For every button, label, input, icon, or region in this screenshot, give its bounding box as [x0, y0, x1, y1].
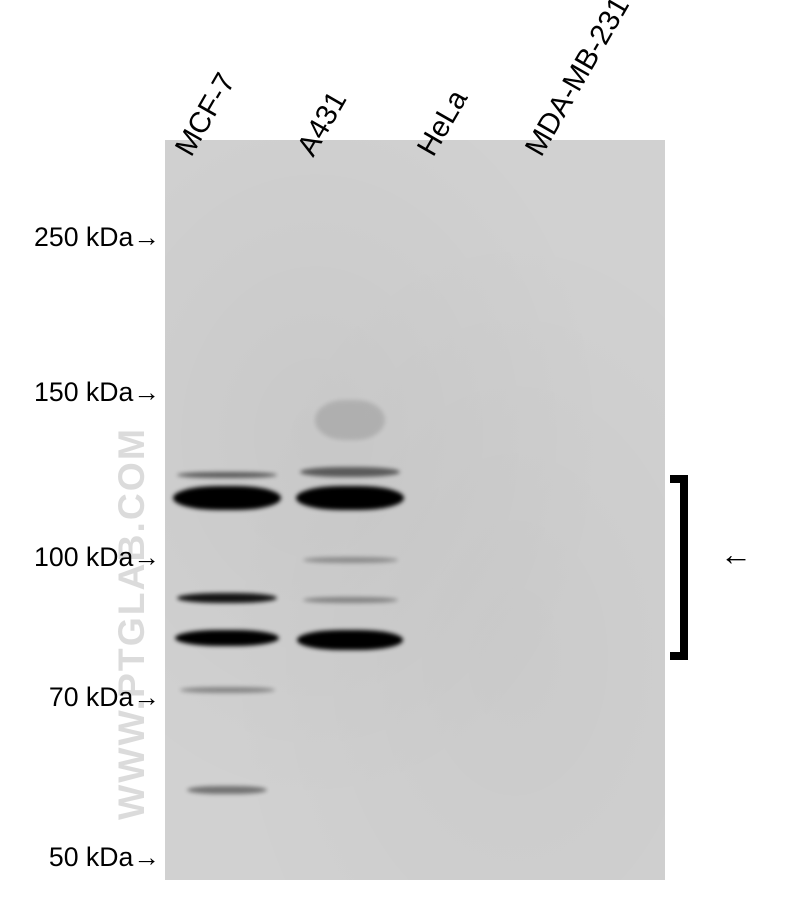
blot-band [297, 630, 403, 650]
arrow-right-icon: → [133, 842, 160, 873]
bracket-tick-top [670, 475, 688, 483]
blot-band [177, 472, 277, 478]
mw-marker-label: 150 kDa→ [34, 377, 160, 408]
blot-band [180, 687, 275, 693]
target-arrow-icon: ← [720, 536, 752, 573]
bracket-bar [680, 475, 688, 660]
arrow-right-icon: → [133, 377, 160, 408]
blot-band [300, 467, 400, 477]
western-blot-figure: MCF-7A431HeLaMDA-MB-231 250 kDa→150 kDa→… [0, 0, 800, 903]
blot-band [296, 486, 404, 510]
mw-marker-text: 50 kDa [49, 842, 133, 872]
blot-band [173, 486, 281, 510]
watermark-text: WWW.PTGLAB.COM [110, 427, 153, 820]
lane-label: MDA-MB-231 [519, 0, 637, 162]
blot-band [303, 597, 398, 603]
blot-band [177, 593, 277, 603]
mw-marker-text: 250 kDa [34, 222, 133, 252]
mw-marker-label: 250 kDa→ [34, 222, 160, 253]
mw-marker-text: 150 kDa [34, 377, 133, 407]
blot-band [315, 400, 385, 440]
bracket-tick-bottom [670, 652, 688, 660]
blot-band [175, 630, 279, 646]
blot-band [303, 557, 398, 563]
arrow-right-icon: → [133, 222, 160, 253]
mw-marker-label: 50 kDa→ [49, 842, 160, 873]
blot-membrane [165, 140, 665, 880]
blot-band [187, 786, 267, 794]
